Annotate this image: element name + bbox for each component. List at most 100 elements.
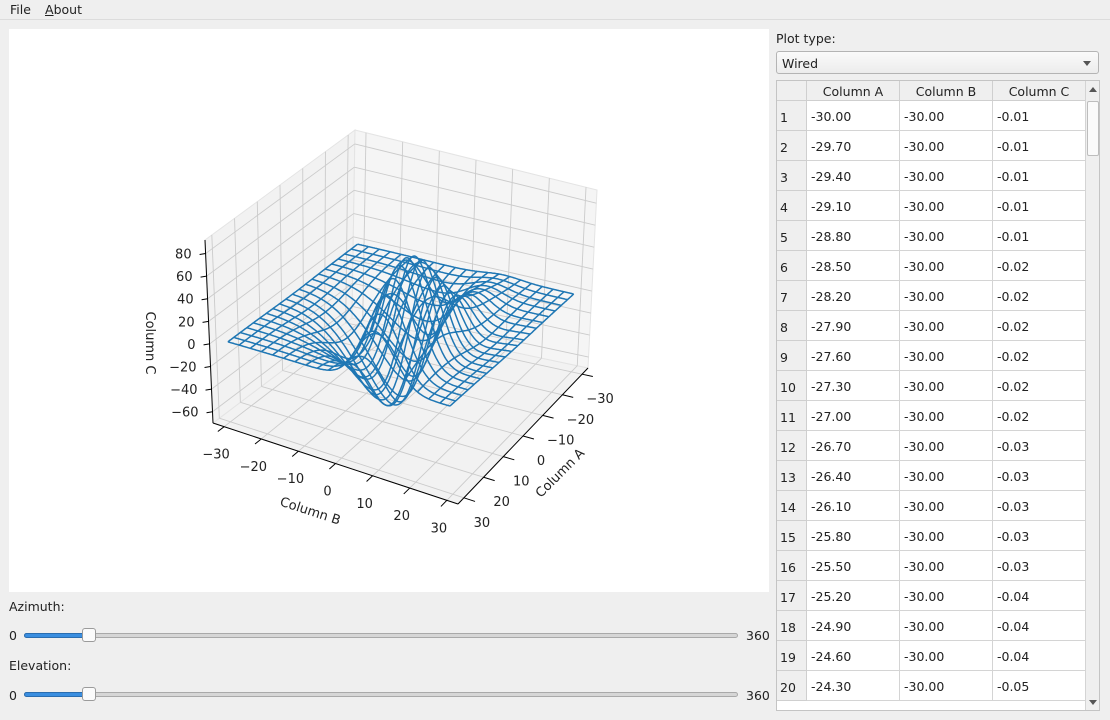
cell-column-b[interactable]: -30.00 — [900, 161, 993, 191]
cell-column-a[interactable]: -30.00 — [807, 101, 900, 131]
menu-file[interactable]: File — [10, 2, 31, 17]
cell-column-c[interactable]: -0.02 — [993, 311, 1086, 341]
cell-column-b[interactable]: -30.00 — [900, 221, 993, 251]
row-header[interactable]: 1 — [777, 101, 807, 131]
cell-column-b[interactable]: -30.00 — [900, 251, 993, 281]
cell-column-a[interactable]: -26.40 — [807, 461, 900, 491]
cell-column-a[interactable]: -24.30 — [807, 671, 900, 701]
scroll-up-arrow-icon[interactable] — [1089, 87, 1097, 92]
cell-column-a[interactable]: -28.50 — [807, 251, 900, 281]
row-header[interactable]: 7 — [777, 281, 807, 311]
slider-handle[interactable] — [82, 628, 97, 642]
vertical-scrollbar[interactable] — [1085, 81, 1099, 710]
slider-handle[interactable] — [82, 687, 97, 701]
row-header[interactable]: 11 — [777, 401, 807, 431]
cell-column-a[interactable]: -27.00 — [807, 401, 900, 431]
row-header[interactable]: 9 — [777, 341, 807, 371]
gridline-b — [372, 350, 507, 477]
cell-column-b[interactable]: -30.00 — [900, 521, 993, 551]
cell-column-a[interactable]: -28.20 — [807, 281, 900, 311]
cell-column-c[interactable]: -0.02 — [993, 251, 1086, 281]
cell-column-a[interactable]: -25.50 — [807, 551, 900, 581]
cell-column-b[interactable]: -30.00 — [900, 311, 993, 341]
cell-column-c[interactable]: -0.01 — [993, 101, 1086, 131]
tick-label-c: 40 — [177, 293, 194, 308]
row-header[interactable]: 14 — [777, 491, 807, 521]
cell-column-a[interactable]: -24.90 — [807, 611, 900, 641]
row-header[interactable]: 4 — [777, 191, 807, 221]
row-header[interactable]: 15 — [777, 521, 807, 551]
cell-column-c[interactable]: -0.01 — [993, 131, 1086, 161]
cell-column-a[interactable]: -29.70 — [807, 131, 900, 161]
row-header[interactable]: 18 — [777, 611, 807, 641]
plot-type-select[interactable]: Wired — [776, 51, 1099, 74]
cell-column-c[interactable]: -0.04 — [993, 611, 1086, 641]
header-column-a[interactable]: Column A — [807, 81, 900, 101]
plot-canvas[interactable]: −30 −20 −10 0 10 20 30 −30 −20 −10 0 10 20 30 −60 −40 −2… — [9, 29, 769, 592]
cell-column-b[interactable]: -30.00 — [900, 371, 993, 401]
cell-column-a[interactable]: -24.60 — [807, 641, 900, 671]
row-header[interactable]: 5 — [777, 221, 807, 251]
cell-column-b[interactable]: -30.00 — [900, 281, 993, 311]
cell-column-b[interactable]: -30.00 — [900, 431, 993, 461]
row-header[interactable]: 19 — [777, 641, 807, 671]
cell-column-b[interactable]: -30.00 — [900, 101, 993, 131]
cell-column-c[interactable]: -0.01 — [993, 161, 1086, 191]
cell-column-b[interactable]: -30.00 — [900, 401, 993, 431]
wireframe-plot: −30−20−100102030−30−20−100102030−60−40−2… — [142, 129, 614, 536]
data-table[interactable]: Column A Column B Column C 1 -30.00 -30.00… — [776, 80, 1100, 711]
row-header[interactable]: 13 — [777, 461, 807, 491]
row-header[interactable]: 6 — [777, 251, 807, 281]
cell-column-a[interactable]: -27.90 — [807, 311, 900, 341]
cell-column-a[interactable]: -29.10 — [807, 191, 900, 221]
cell-column-b[interactable]: -30.00 — [900, 611, 993, 641]
azimuth-slider[interactable] — [24, 625, 738, 645]
row-header[interactable]: 10 — [777, 371, 807, 401]
header-column-b[interactable]: Column B — [900, 81, 993, 101]
cell-column-b[interactable]: -30.00 — [900, 671, 993, 701]
scrollbar-handle[interactable] — [1087, 101, 1099, 156]
cell-column-c[interactable]: -0.02 — [993, 341, 1086, 371]
row-header[interactable]: 12 — [777, 431, 807, 461]
cell-column-c[interactable]: -0.03 — [993, 551, 1086, 581]
cell-column-b[interactable]: -30.00 — [900, 341, 993, 371]
cell-column-a[interactable]: -27.60 — [807, 341, 900, 371]
cell-column-c[interactable]: -0.05 — [993, 671, 1086, 701]
cell-column-c[interactable]: -0.03 — [993, 431, 1086, 461]
cell-column-a[interactable]: -25.80 — [807, 521, 900, 551]
cell-column-b[interactable]: -30.00 — [900, 551, 993, 581]
cell-column-c[interactable]: -0.03 — [993, 461, 1086, 491]
scroll-down-arrow-icon[interactable] — [1089, 700, 1097, 705]
cell-column-a[interactable]: -25.20 — [807, 581, 900, 611]
cell-column-c[interactable]: -0.02 — [993, 401, 1086, 431]
elevation-slider[interactable] — [24, 684, 738, 704]
cell-column-c[interactable]: -0.02 — [993, 371, 1086, 401]
cell-column-a[interactable]: -29.40 — [807, 161, 900, 191]
cell-column-a[interactable]: -26.70 — [807, 431, 900, 461]
header-column-c[interactable]: Column C — [993, 81, 1086, 101]
cell-column-c[interactable]: -0.03 — [993, 521, 1086, 551]
cell-column-b[interactable]: -30.00 — [900, 131, 993, 161]
corner-header[interactable] — [777, 81, 807, 101]
row-header[interactable]: 2 — [777, 131, 807, 161]
cell-column-a[interactable]: -26.10 — [807, 491, 900, 521]
cell-column-b[interactable]: -30.00 — [900, 581, 993, 611]
cell-column-b[interactable]: -30.00 — [900, 191, 993, 221]
cell-column-b[interactable]: -30.00 — [900, 461, 993, 491]
cell-column-c[interactable]: -0.04 — [993, 641, 1086, 671]
cell-column-a[interactable]: -28.80 — [807, 221, 900, 251]
row-header[interactable]: 3 — [777, 161, 807, 191]
row-header[interactable]: 8 — [777, 311, 807, 341]
menu-about[interactable]: About — [45, 2, 82, 17]
row-header[interactable]: 20 — [777, 671, 807, 701]
cell-column-c[interactable]: -0.03 — [993, 491, 1086, 521]
cell-column-c[interactable]: -0.02 — [993, 281, 1086, 311]
cell-column-c[interactable]: -0.01 — [993, 191, 1086, 221]
cell-column-c[interactable]: -0.01 — [993, 221, 1086, 251]
row-header[interactable]: 16 — [777, 551, 807, 581]
cell-column-c[interactable]: -0.04 — [993, 581, 1086, 611]
row-header[interactable]: 17 — [777, 581, 807, 611]
cell-column-b[interactable]: -30.00 — [900, 641, 993, 671]
cell-column-a[interactable]: -27.30 — [807, 371, 900, 401]
cell-column-b[interactable]: -30.00 — [900, 491, 993, 521]
